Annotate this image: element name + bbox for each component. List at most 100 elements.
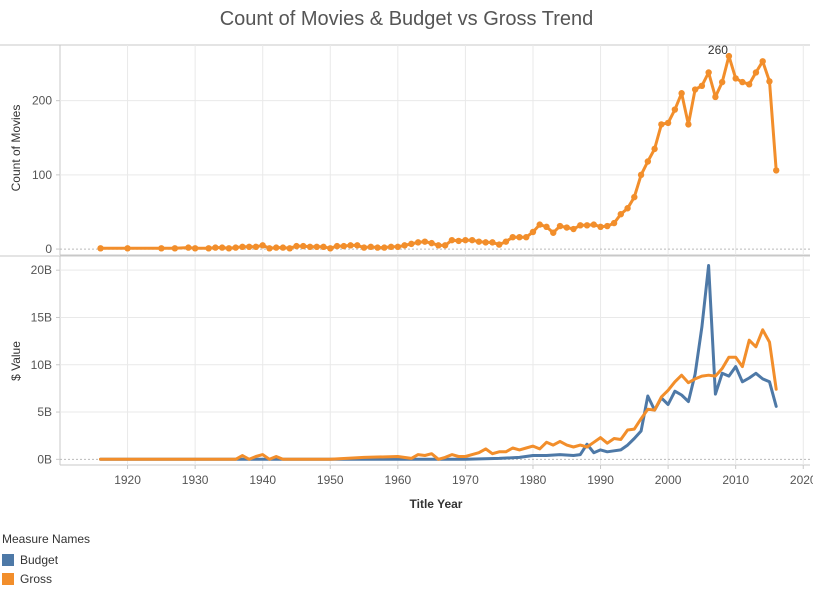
count-point xyxy=(705,69,712,76)
x-tick-label: 2000 xyxy=(655,473,682,487)
count-point xyxy=(739,78,746,86)
count-point xyxy=(583,222,591,229)
y-axis-label-count: Count of Movies xyxy=(9,105,23,192)
count-point xyxy=(306,243,314,251)
count-point xyxy=(475,238,483,245)
count-point xyxy=(732,75,739,82)
count-point xyxy=(212,244,219,251)
count-point xyxy=(414,239,422,246)
count-point xyxy=(550,229,557,236)
y-tick-label-value: 0B xyxy=(37,452,52,466)
x-tick-label: 2010 xyxy=(722,473,749,487)
x-tick-label: 1920 xyxy=(114,473,141,487)
count-point xyxy=(273,244,280,251)
legend-title: Measure Names xyxy=(2,532,91,546)
gridlines xyxy=(56,45,810,469)
count-point xyxy=(604,222,611,230)
count-point xyxy=(441,242,449,249)
y-tick-label-count: 200 xyxy=(32,94,52,108)
legend-item-gross[interactable]: Gross xyxy=(2,569,90,588)
count-point xyxy=(191,245,199,252)
count-point xyxy=(502,238,510,245)
count-point xyxy=(381,244,388,251)
count-point xyxy=(205,245,212,252)
count-point xyxy=(644,158,652,165)
count-point xyxy=(495,241,503,248)
count-point xyxy=(563,224,570,231)
y-tick-label-count: 0 xyxy=(45,242,52,256)
series-lines xyxy=(99,54,778,461)
count-point xyxy=(185,244,192,251)
count-point xyxy=(259,242,266,249)
y-tick-label-count: 100 xyxy=(32,168,52,182)
count-point xyxy=(327,245,334,252)
count-point xyxy=(448,236,456,244)
legend-item-budget[interactable]: Budget xyxy=(2,550,90,569)
x-tick-label: 1990 xyxy=(587,473,614,487)
legend: Measure Names Budget Gross xyxy=(2,532,90,588)
count-point xyxy=(631,193,638,201)
count-point xyxy=(712,93,719,101)
peak-annotation: 260 xyxy=(708,43,728,57)
count-point xyxy=(482,239,489,246)
count-point xyxy=(658,121,665,128)
count-point xyxy=(252,243,260,251)
count-point xyxy=(691,86,699,93)
axis-labels: 0 100 200 260 0B 5B 10B 15B 20B 1920 1930 1940 1950 1… xyxy=(31,43,813,487)
count-point xyxy=(158,245,165,252)
count-point xyxy=(468,236,476,244)
count-point xyxy=(462,236,469,244)
count-point xyxy=(773,167,780,174)
count-point xyxy=(529,228,537,236)
count-point xyxy=(516,233,523,241)
count-point xyxy=(509,233,516,241)
count-point xyxy=(698,82,706,90)
count-point xyxy=(671,106,679,113)
count-point xyxy=(651,145,658,153)
x-tick-label: 1940 xyxy=(249,473,276,487)
count-point xyxy=(124,245,131,252)
count-point xyxy=(523,233,530,241)
y-tick-label-value: 10B xyxy=(31,358,52,372)
count-point xyxy=(374,244,381,251)
count-point xyxy=(725,52,733,60)
count-point xyxy=(266,245,273,252)
count-point xyxy=(313,243,320,251)
x-tick-label: 1960 xyxy=(384,473,411,487)
x-tick-label: 2020 xyxy=(790,473,813,487)
budget-line xyxy=(99,264,778,461)
y-axis-label-value: $ Value xyxy=(9,341,23,381)
chart-title: Count of Movies & Budget vs Gross Trend xyxy=(219,8,594,30)
x-tick-label: 1950 xyxy=(317,473,344,487)
count-point xyxy=(239,243,246,251)
count-point xyxy=(570,225,577,233)
count-line xyxy=(99,54,778,250)
count-point xyxy=(745,81,753,88)
legend-label-budget: Budget xyxy=(20,552,59,567)
count-point xyxy=(590,221,597,228)
count-point xyxy=(610,219,618,227)
count-point xyxy=(367,243,375,251)
count-point xyxy=(421,238,429,245)
count-point xyxy=(664,119,672,127)
x-tick-label: 1970 xyxy=(452,473,479,487)
count-point xyxy=(225,245,233,252)
count-point xyxy=(394,243,402,251)
count-point xyxy=(617,210,625,218)
y-tick-label-value: 20B xyxy=(31,263,52,277)
gross-line xyxy=(99,328,778,461)
count-point xyxy=(354,242,361,249)
x-axis-label: Title Year xyxy=(410,497,463,511)
count-point xyxy=(408,240,415,248)
count-point xyxy=(286,245,293,252)
count-point xyxy=(637,171,645,179)
count-point xyxy=(766,78,773,85)
count-point xyxy=(293,242,300,250)
count-point xyxy=(759,58,766,65)
count-point xyxy=(597,223,604,231)
y-tick-label-value: 5B xyxy=(37,405,52,419)
legend-swatch-gross xyxy=(2,572,14,585)
count-point xyxy=(489,239,496,246)
count-point xyxy=(300,242,307,250)
